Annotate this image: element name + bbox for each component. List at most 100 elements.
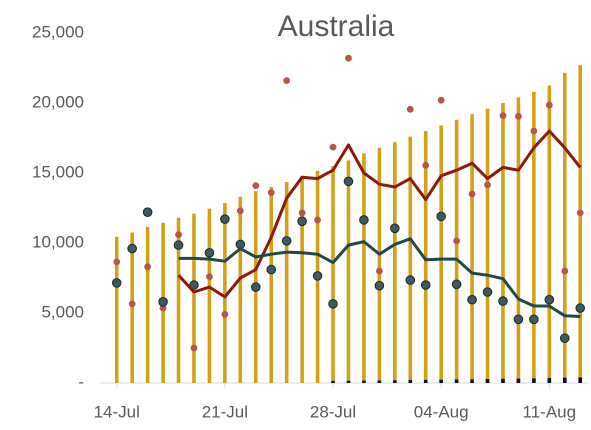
bar [362,380,366,383]
y-tick-label: 5,000 [41,302,84,321]
bar [284,182,289,383]
bar [516,378,521,383]
dot [298,209,306,217]
dot [544,294,555,305]
dot [158,297,168,307]
bar [377,147,382,383]
bar [408,380,413,383]
dot [328,299,338,309]
bar [501,103,505,383]
dot [113,258,121,266]
dot [252,182,260,190]
bar [393,380,397,383]
dot [468,190,476,198]
bar [393,142,397,383]
bar [578,65,583,383]
bar [207,208,212,383]
bar [331,380,335,383]
bar [114,236,119,383]
dot [281,236,292,246]
dot [204,248,215,258]
dot [159,304,167,312]
dot [175,231,182,239]
dot [220,214,230,224]
dot [173,240,184,250]
x-tick-label: 28-Jul [310,402,356,421]
dot [314,216,321,224]
bar [485,379,490,383]
bar [377,380,382,383]
bar [439,125,443,384]
dot [405,275,416,285]
bar [532,91,536,384]
dot [467,294,477,305]
y-tick-label: - [78,372,84,391]
dot [127,243,137,254]
bar [192,213,196,383]
bar [562,377,567,383]
bar [454,379,459,383]
dot [359,215,369,225]
bar [346,380,351,383]
bar [547,378,552,383]
bar [130,232,134,383]
bar [578,377,583,383]
y-tick-label: 15,000 [32,162,84,181]
bar [562,72,567,384]
y-tick-label: 20,000 [32,92,84,111]
dot [221,311,229,318]
y-tick-label: 10,000 [32,232,84,251]
dot [206,273,213,280]
dot [374,280,385,291]
dot [576,209,584,217]
dot [283,77,291,84]
dot [513,314,524,325]
dot [267,189,275,197]
dot [499,112,507,119]
dot [451,279,462,290]
bar [346,160,351,383]
dot [498,296,508,306]
dot [236,207,244,215]
bar [423,131,428,383]
dot [529,314,539,325]
dot [390,223,400,234]
line [177,129,582,299]
dot [545,101,553,109]
bar [532,378,536,383]
bar [485,108,490,383]
y-tick-label: 25,000 [32,22,84,41]
x-tick-label: 14-Jul [94,402,140,421]
x-tick-label: 21-Jul [202,402,248,421]
dot [343,176,354,187]
bar [300,175,304,383]
bar [470,114,474,383]
dot [190,344,198,352]
dot [128,300,136,308]
dot [111,278,122,288]
dot [144,263,152,271]
dot [575,303,586,313]
dot [312,271,323,281]
dot [406,105,414,113]
dot [436,211,446,222]
dot [142,207,153,217]
bar [501,378,505,383]
bar [439,379,443,383]
dot [345,54,352,62]
bar [516,97,521,384]
dot [482,287,493,297]
dot [437,96,445,104]
line [178,237,581,318]
bar [238,196,243,383]
chart-title: Australia [278,10,395,43]
bar [547,85,552,383]
bar [269,187,274,383]
bar [362,153,366,383]
dot [484,181,491,189]
dot [422,161,430,169]
dot [561,267,569,275]
bar [331,166,335,383]
x-tick-label: 11-Aug [523,402,577,421]
